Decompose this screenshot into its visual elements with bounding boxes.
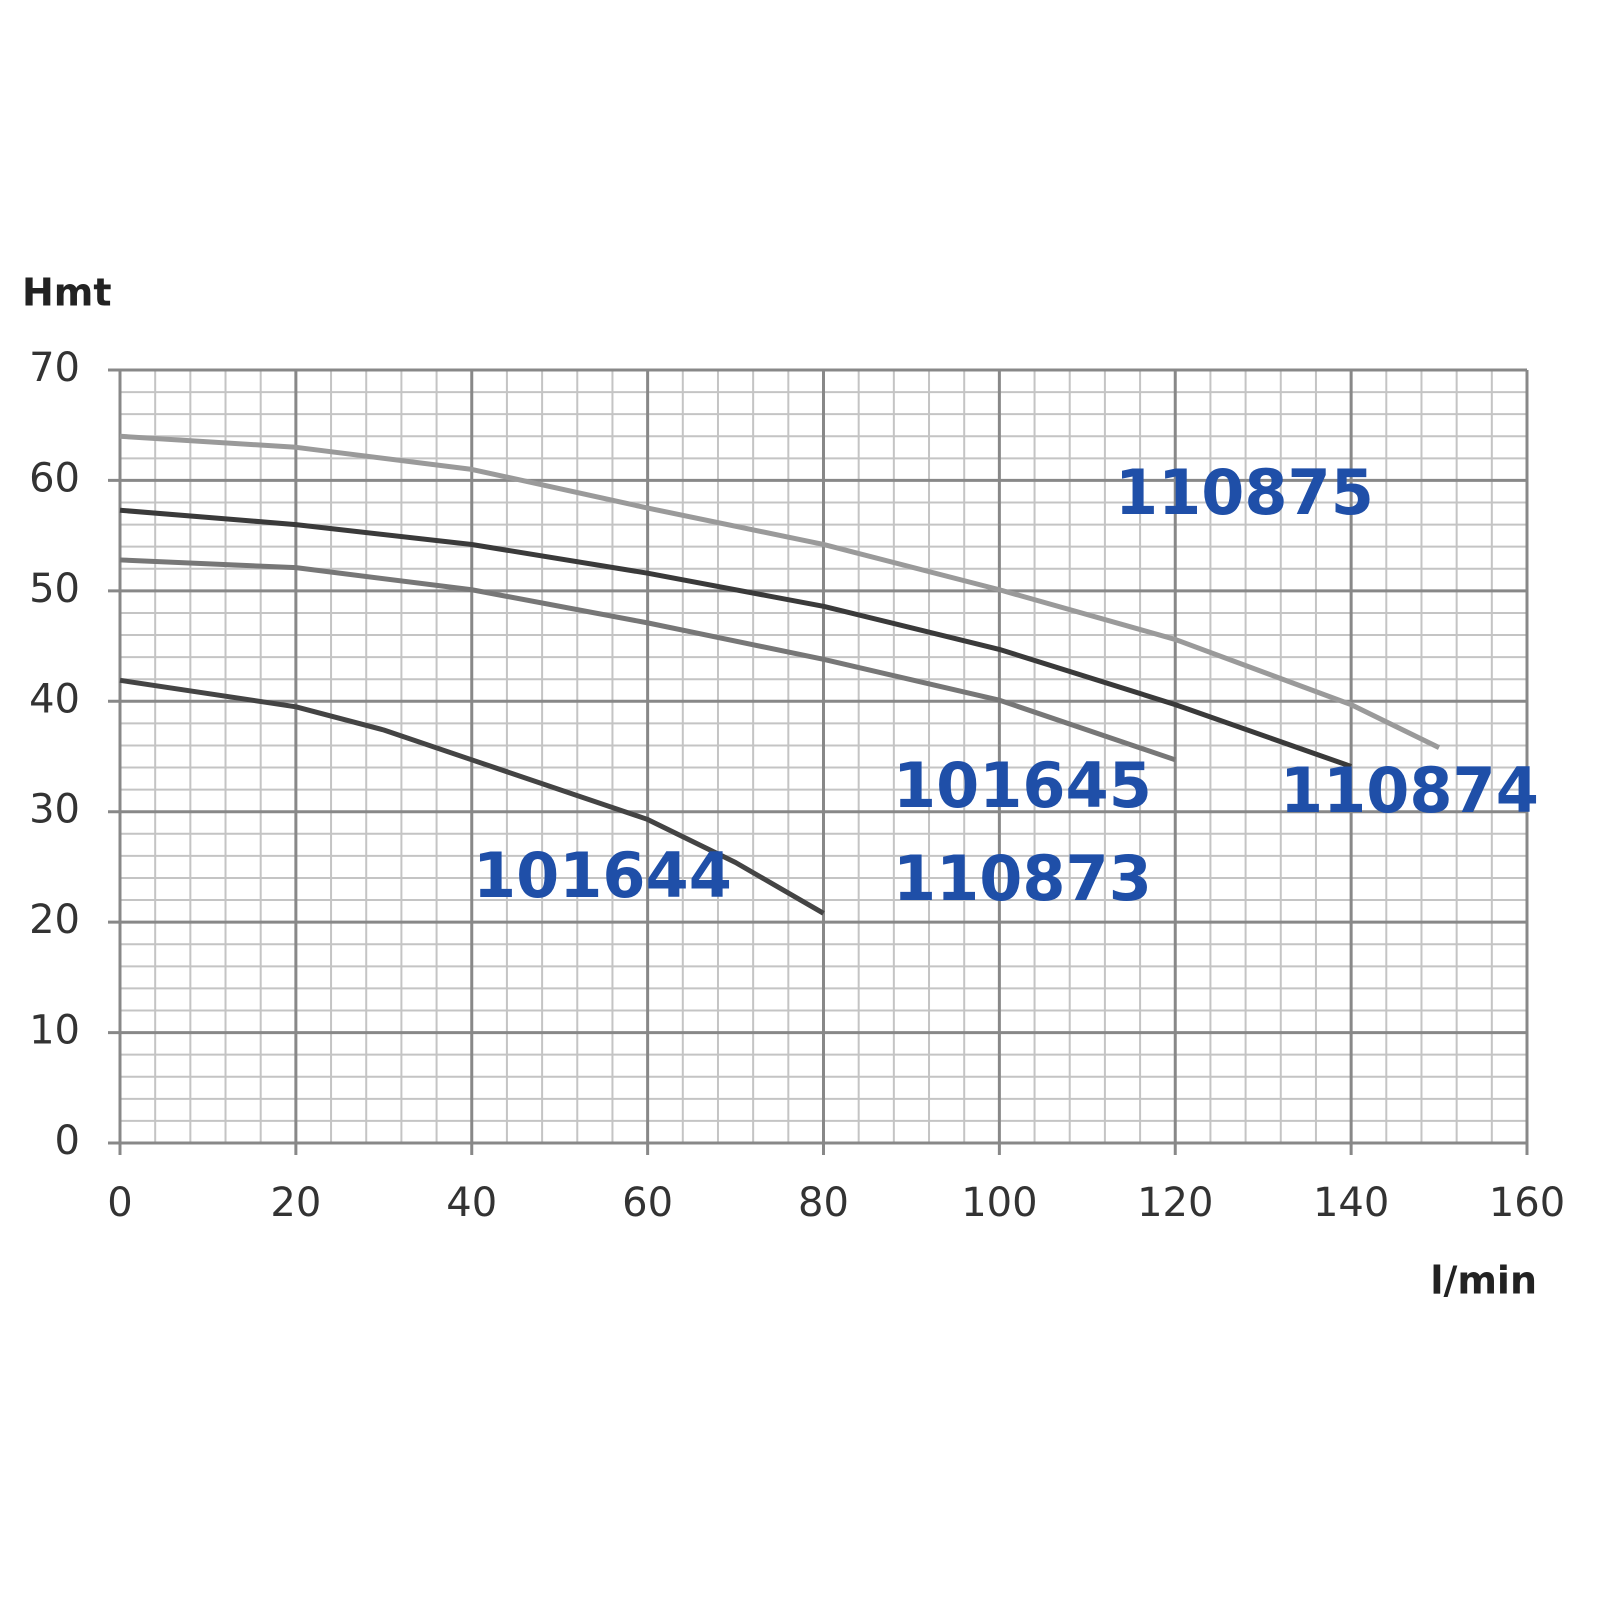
curve-label: 101645 [893,749,1152,822]
x-tick-label: 140 [1313,1180,1389,1226]
curve-label: 110874 [1280,754,1539,827]
y-tick-label: 10 [29,1008,80,1054]
curve-label: 110873 [893,842,1152,915]
x-axis-title: l/min [1430,1259,1537,1303]
curve [119,557,1177,763]
y-tick-label: 70 [29,345,80,391]
x-tick-label: 40 [446,1180,497,1226]
y-tick-label: 50 [29,566,80,612]
y-axis-title: Hmt [22,271,112,315]
y-tick-label: 0 [55,1118,80,1164]
y-tick-label: 40 [29,676,80,722]
y-tick-label: 60 [29,455,80,501]
y-tick-label: 20 [29,897,80,943]
curve [119,677,825,916]
x-tick-label: 20 [270,1180,321,1226]
x-tick-label: 100 [961,1180,1037,1226]
curve [119,433,1441,750]
x-tick-label: 60 [622,1180,673,1226]
x-tick-label: 120 [1137,1180,1213,1226]
x-tick-label: 160 [1489,1180,1565,1226]
x-tick-label: 0 [107,1180,132,1226]
x-tick-label: 80 [798,1180,849,1226]
curve-label: 110875 [1115,456,1374,529]
y-tick-label: 30 [29,787,80,833]
curve-label: 101644 [473,839,732,912]
curve [119,507,1352,769]
